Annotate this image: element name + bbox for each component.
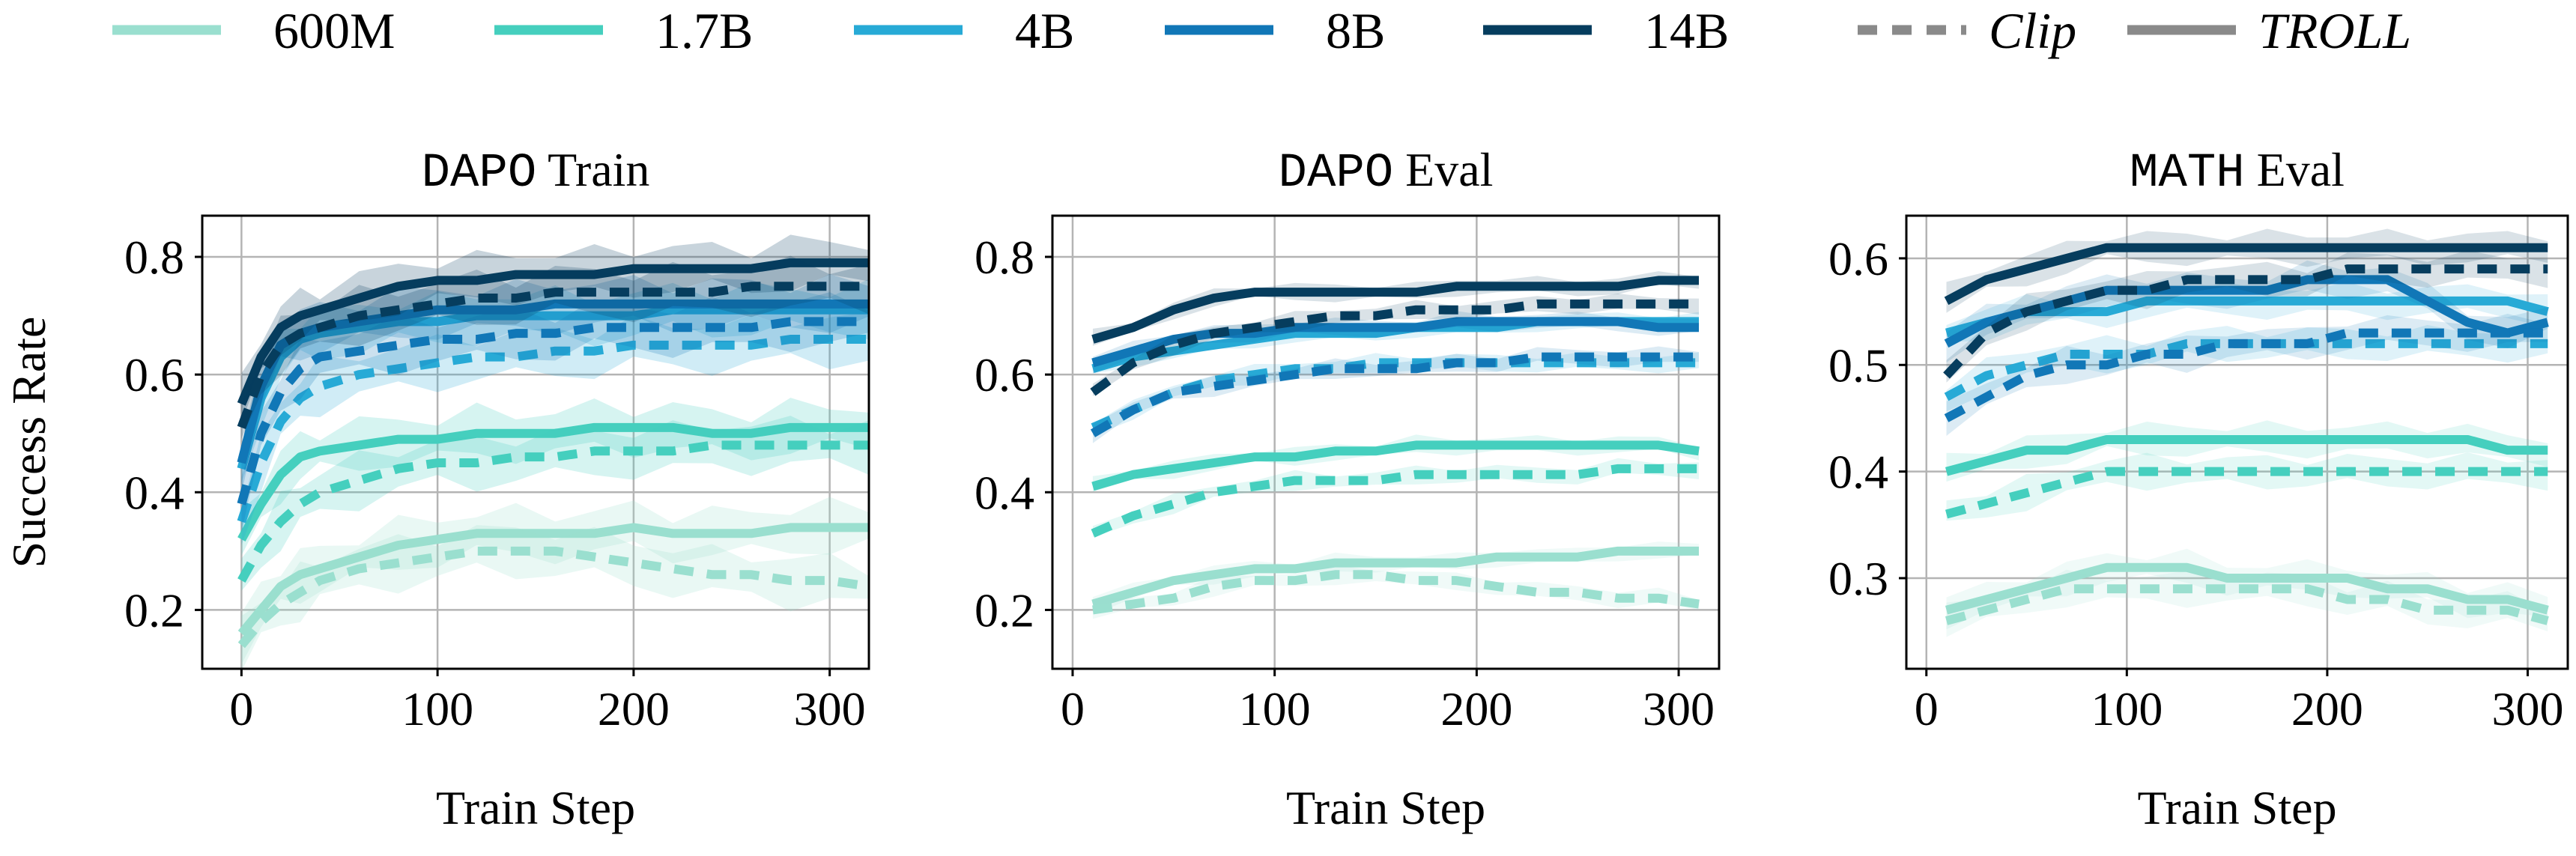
series-1.7B-clip	[1091, 464, 1700, 538]
series-1.7B-clip	[1945, 467, 2548, 519]
legend-label-8B: 8B	[1326, 2, 1385, 59]
series-14B-clip	[237, 282, 869, 429]
x-tick-label: 200	[598, 682, 670, 735]
x-tick-label: 100	[1239, 682, 1311, 735]
x-tick-label: 0	[229, 682, 253, 735]
y-tick-label: 0.4	[975, 466, 1034, 519]
x-tick-label: 300	[2491, 682, 2563, 735]
series-14B-clip	[1943, 264, 2548, 379]
band-14B-clip	[1946, 250, 2548, 383]
band-600M-clip	[1092, 565, 1700, 619]
band-600M-clip	[1946, 569, 2548, 637]
series-600M-clip	[237, 546, 869, 649]
band-8B-clip	[1946, 313, 2548, 436]
panel-title: DAPO Eval	[1279, 143, 1494, 201]
legend-label-14B: 14B	[1644, 2, 1729, 59]
y-tick-label: 0.4	[1828, 446, 1888, 499]
band-4B-clip	[1946, 324, 2548, 412]
y-tick-label: 0.8	[124, 231, 184, 284]
x-tick-label: 0	[1061, 682, 1085, 735]
x-axis-label: Train Step	[436, 781, 635, 834]
panel-title: DAPO Train	[422, 143, 650, 201]
y-tick-label: 0.2	[124, 583, 184, 637]
x-axis-label: Train Step	[2137, 781, 2336, 834]
y-tick-label: 0.6	[1828, 232, 1888, 285]
series-600M-troll	[237, 523, 869, 637]
legend: 600M 1.7B 4B 8B 14B Clip TROLL	[112, 2, 2411, 59]
panels: 0 100 200 300 0.2 0.4 0.6 0.8 DAPO Train Train St…	[2, 143, 2569, 834]
x-axis-label: Train Step	[1286, 781, 1485, 834]
band-1.7B-clip	[241, 416, 869, 592]
panel-3: 0 100 200 300 0.3 0.4 0.5 0.6 MATH Eval Train Ste…	[1828, 143, 2569, 834]
panel-2: 0 100 200 300 0.2 0.4 0.6 0.8 DAPO Eval Train Ste…	[975, 143, 1721, 834]
y-tick-label: 0.6	[124, 348, 184, 401]
y-tick-label: 0.6	[975, 348, 1034, 401]
series-8B-clip	[1090, 352, 1700, 437]
plot-area	[1090, 271, 1700, 619]
x-tick-label: 200	[1440, 682, 1512, 735]
series-600M-clip	[1945, 584, 2549, 625]
series-600M-troll	[1091, 546, 1700, 609]
series-4B-clip	[237, 335, 869, 523]
band-600M-troll	[241, 497, 869, 665]
series-600M-clip	[1092, 570, 1700, 615]
series-8B-clip	[237, 317, 869, 506]
series-14B-troll	[237, 258, 869, 406]
y-tick-label: 0.8	[975, 231, 1034, 284]
plot-area	[237, 234, 869, 669]
x-tick-label: 300	[794, 682, 866, 735]
legend-label-clip: Clip	[1989, 2, 2076, 59]
series-14B-clip	[1090, 299, 1700, 396]
y-tick-label: 0.5	[1828, 339, 1888, 392]
panel-1: 0 100 200 300 0.2 0.4 0.6 0.8 DAPO Train Train St…	[2, 143, 870, 834]
series-14B-troll	[1944, 243, 2548, 306]
series-14B-troll	[1091, 276, 1700, 344]
legend-label-troll: TROLL	[2258, 2, 2411, 59]
y-tick-label: 0.2	[975, 583, 1034, 637]
y-tick-label: 0.3	[1828, 552, 1888, 605]
x-tick-label: 100	[2091, 682, 2163, 735]
x-tick-label: 200	[2291, 682, 2363, 735]
band-1.7B-clip	[1946, 452, 2548, 521]
axes-frame	[1051, 214, 1721, 670]
y-tick-label: 0.4	[124, 466, 184, 519]
band-14B-clip	[241, 255, 869, 439]
x-tick-label: 100	[401, 682, 473, 735]
series-8B-troll	[1944, 275, 2549, 348]
series-1.7B-troll	[1091, 440, 1700, 491]
band-4B-clip	[1092, 352, 1700, 436]
plot-area	[1943, 228, 2549, 637]
x-tick-label: 300	[1643, 682, 1715, 735]
band-4B-troll	[1092, 312, 1700, 374]
series-600M-troll	[1945, 562, 2549, 615]
band-8B-troll	[241, 273, 869, 494]
series-8B-clip	[1944, 328, 2548, 422]
legend-label-1.7B: 1.7B	[655, 2, 753, 59]
y-axis-label: Success Rate	[2, 317, 55, 568]
series-4B-troll	[237, 305, 869, 470]
legend-label-4B: 4B	[1015, 2, 1074, 59]
panel-title: MATH Eval	[2130, 143, 2345, 201]
series-1.7B-troll	[1945, 434, 2548, 476]
series-1.7B-troll	[237, 422, 869, 542]
band-8B-clip	[241, 292, 869, 532]
legend-label-600M: 600M	[273, 2, 395, 59]
x-tick-label: 0	[1915, 682, 1939, 735]
axes-frame	[201, 214, 870, 670]
series-4B-troll	[1945, 296, 2549, 338]
axes-frame	[1905, 214, 2569, 670]
